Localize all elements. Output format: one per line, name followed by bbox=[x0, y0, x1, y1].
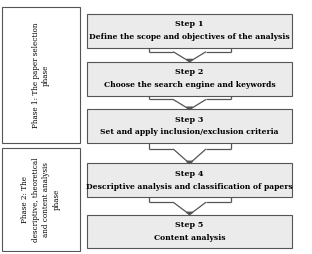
Polygon shape bbox=[187, 59, 193, 62]
Text: Define the scope and objectives of the analysis: Define the scope and objectives of the a… bbox=[89, 33, 290, 41]
Text: Step 2: Step 2 bbox=[175, 68, 204, 76]
Text: Step 3: Step 3 bbox=[175, 116, 204, 124]
Text: Step 1: Step 1 bbox=[175, 20, 204, 28]
Bar bbox=[2, 7, 80, 143]
Bar bbox=[2, 148, 80, 251]
Text: Step 4: Step 4 bbox=[175, 170, 204, 178]
Text: Content analysis: Content analysis bbox=[154, 233, 225, 242]
Bar bbox=[87, 215, 292, 248]
Bar bbox=[87, 14, 292, 48]
Bar bbox=[87, 164, 292, 197]
Bar bbox=[87, 109, 292, 143]
Polygon shape bbox=[187, 212, 193, 215]
Text: Phase 1: The paper selection
phase: Phase 1: The paper selection phase bbox=[32, 22, 50, 128]
Text: Step 5: Step 5 bbox=[175, 221, 204, 229]
Text: Descriptive analysis and classification of papers: Descriptive analysis and classification … bbox=[86, 183, 293, 190]
Text: Choose the search engine and keywords: Choose the search engine and keywords bbox=[104, 81, 275, 89]
Text: Phase 2: The
descriptive, theoretical
and content analysis
phase: Phase 2: The descriptive, theoretical an… bbox=[22, 157, 61, 242]
Bar bbox=[87, 62, 292, 96]
Polygon shape bbox=[187, 161, 193, 164]
Text: Set and apply inclusion/exclusion criteria: Set and apply inclusion/exclusion criter… bbox=[100, 129, 279, 136]
Polygon shape bbox=[187, 107, 193, 109]
